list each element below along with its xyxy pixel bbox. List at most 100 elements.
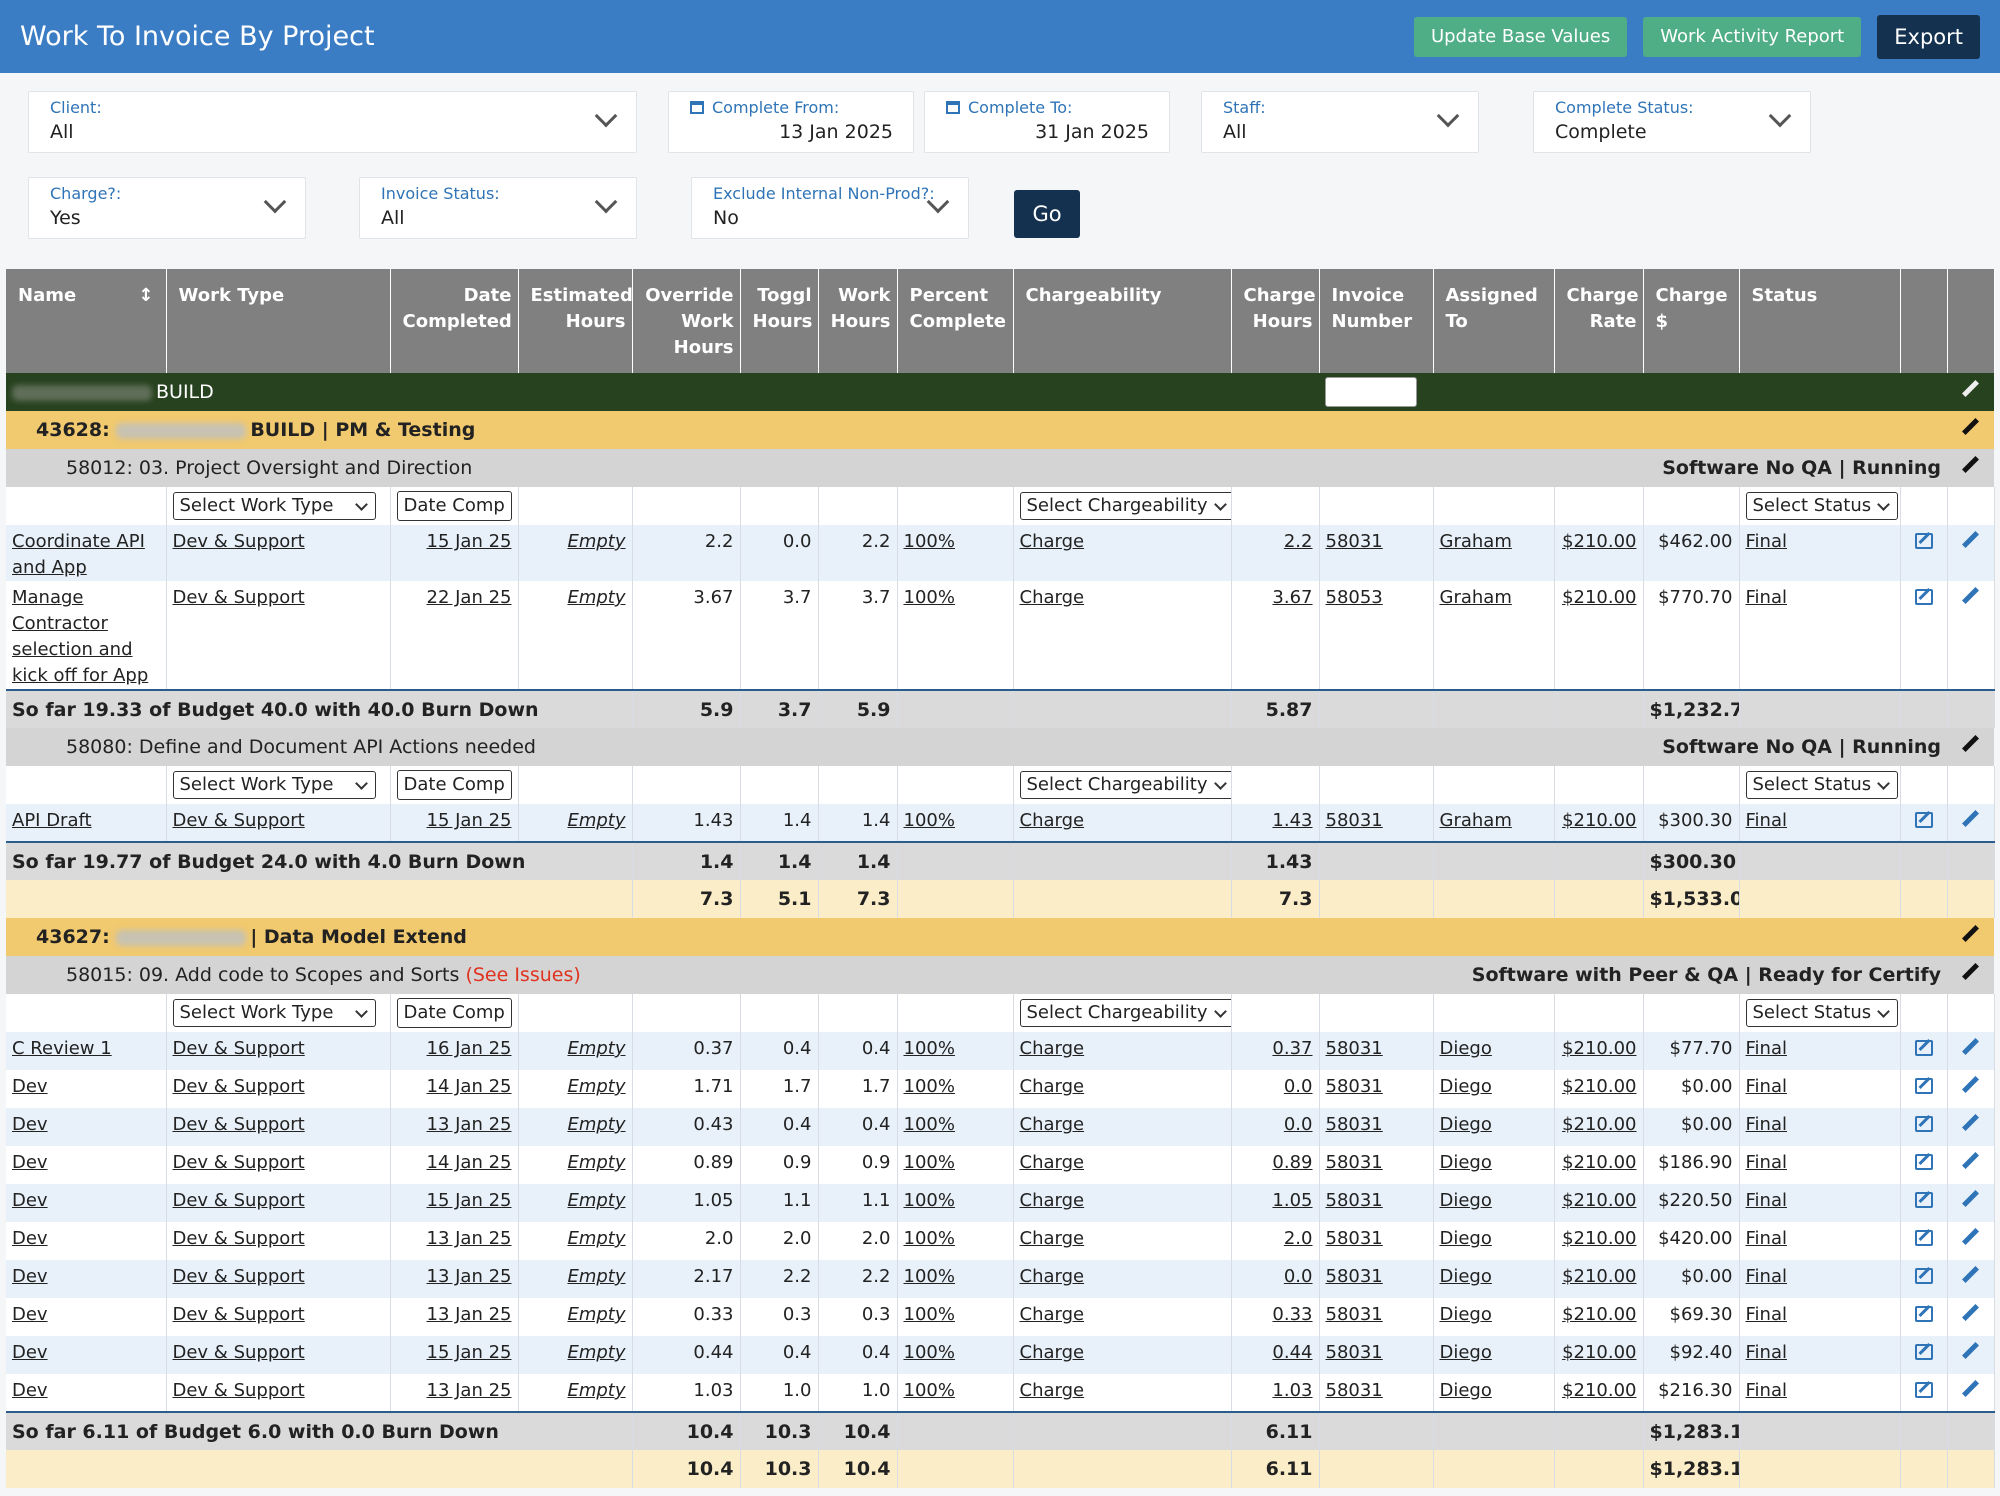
select-chargeability[interactable]: Select Chargeability <box>1019 999 1230 1027</box>
date-completed-link[interactable]: 13 Jan 25 <box>426 1114 512 1135</box>
date-completed-link[interactable]: 15 Jan 25 <box>426 810 512 831</box>
percent-complete-link[interactable]: 100% <box>903 1076 955 1097</box>
assigned-to-link[interactable]: Diego <box>1439 1152 1492 1173</box>
exclude-internal-filter[interactable]: Exclude Internal Non-Prod?: No <box>691 177 969 239</box>
select-chargeability[interactable]: Select Chargeability <box>1019 771 1230 799</box>
invoice-number-link[interactable]: 58031 <box>1325 1380 1383 1401</box>
edit-icon[interactable] <box>1914 1306 1933 1322</box>
work-type-link[interactable]: Dev & Support <box>172 531 305 552</box>
charge-rate-link[interactable]: $210.00 <box>1562 1380 1637 1401</box>
date-completed-link[interactable]: 13 Jan 25 <box>426 1228 512 1249</box>
work-type-link[interactable]: Dev & Support <box>172 1380 305 1401</box>
percent-complete-link[interactable]: 100% <box>903 1190 955 1211</box>
pencil-icon[interactable] <box>1962 1380 1980 1398</box>
estimated-hours-link[interactable]: Empty <box>567 587 626 608</box>
status-link[interactable]: Final <box>1745 1190 1787 1211</box>
date-completed-link[interactable]: 16 Jan 25 <box>426 1038 512 1059</box>
percent-complete-link[interactable]: 100% <box>903 1038 955 1059</box>
charge-hours-link[interactable]: 0.89 <box>1272 1152 1313 1173</box>
pencil-icon[interactable] <box>1962 1038 1980 1056</box>
pencil-icon[interactable] <box>1962 735 1980 753</box>
percent-complete-link[interactable]: 100% <box>903 1266 955 1287</box>
estimated-hours-link[interactable]: Empty <box>567 1228 626 1249</box>
charge-hours-link[interactable]: 2.0 <box>1283 1228 1313 1249</box>
charge-rate-link[interactable]: $210.00 <box>1562 810 1637 831</box>
invoice-number-link[interactable]: 58031 <box>1325 1228 1383 1249</box>
go-button[interactable]: Go <box>1014 190 1080 238</box>
assigned-to-link[interactable]: Diego <box>1439 1114 1492 1135</box>
invoice-number-link[interactable]: 58031 <box>1325 1076 1383 1097</box>
charge-rate-link[interactable]: $210.00 <box>1562 1228 1637 1249</box>
chargeability-link[interactable]: Charge <box>1019 1190 1085 1211</box>
invoice-number-link[interactable]: 58031 <box>1325 1190 1383 1211</box>
charge-rate-link[interactable]: $210.00 <box>1562 1266 1637 1287</box>
pencil-icon[interactable] <box>1962 1228 1980 1246</box>
charge-hours-link[interactable]: 0.33 <box>1272 1304 1313 1325</box>
estimated-hours-link[interactable]: Empty <box>567 1304 626 1325</box>
col-work-type[interactable]: Work Type <box>166 269 391 373</box>
charge-rate-link[interactable]: $210.00 <box>1562 531 1637 552</box>
chargeability-link[interactable]: Charge <box>1019 1076 1085 1097</box>
invoice-number-link[interactable]: 58031 <box>1325 1266 1383 1287</box>
charge-hours-link[interactable]: 0.44 <box>1272 1342 1313 1363</box>
invoice-number-input[interactable] <box>1325 377 1417 407</box>
estimated-hours-link[interactable]: Empty <box>567 531 626 552</box>
select-status[interactable]: Select Status <box>1745 999 1899 1027</box>
col-percent-complete[interactable]: Percent Complete <box>897 269 1014 373</box>
work-type-link[interactable]: Dev & Support <box>172 1228 305 1249</box>
col-estimated-hours[interactable]: Estimated Hours <box>518 269 633 373</box>
assigned-to-link[interactable]: Diego <box>1439 1190 1492 1211</box>
estimated-hours-link[interactable]: Empty <box>567 810 626 831</box>
assigned-to-link[interactable]: Diego <box>1439 1266 1492 1287</box>
status-link[interactable]: Final <box>1745 1114 1787 1135</box>
work-type-link[interactable]: Dev & Support <box>172 1114 305 1135</box>
work-type-link[interactable]: Dev & Support <box>172 810 305 831</box>
edit-icon[interactable] <box>1914 1154 1933 1170</box>
col-charge-amount[interactable]: Charge $ <box>1643 269 1740 373</box>
col-invoice-number[interactable]: Invoice Number <box>1319 269 1434 373</box>
pencil-icon[interactable] <box>1962 1076 1980 1094</box>
work-item-name-link[interactable]: Dev <box>12 1114 48 1135</box>
assigned-to-link[interactable]: Diego <box>1439 1228 1492 1249</box>
invoice-number-link[interactable]: 58031 <box>1325 531 1383 552</box>
work-type-link[interactable]: Dev & Support <box>172 587 305 608</box>
chargeability-link[interactable]: Charge <box>1019 1266 1085 1287</box>
col-name[interactable]: Name ↕ <box>6 269 167 373</box>
charge-hours-link[interactable]: 2.2 <box>1283 531 1313 552</box>
percent-complete-link[interactable]: 100% <box>903 1342 955 1363</box>
col-chargeability[interactable]: Chargeability <box>1013 269 1232 373</box>
chargeability-link[interactable]: Charge <box>1019 1038 1085 1059</box>
date-comp-button[interactable]: Date Comp <box>396 998 512 1028</box>
complete-to-filter[interactable]: Complete To: 31 Jan 2025 <box>924 91 1170 153</box>
charge-rate-link[interactable]: $210.00 <box>1562 1152 1637 1173</box>
select-work-type[interactable]: Select Work Type <box>172 492 376 520</box>
invoice-number-link[interactable]: 58031 <box>1325 1152 1383 1173</box>
status-link[interactable]: Final <box>1745 1380 1787 1401</box>
select-work-type[interactable]: Select Work Type <box>172 999 376 1027</box>
estimated-hours-link[interactable]: Empty <box>567 1152 626 1173</box>
estimated-hours-link[interactable]: Empty <box>567 1190 626 1211</box>
work-item-name-link[interactable]: Dev <box>12 1266 48 1287</box>
estimated-hours-link[interactable]: Empty <box>567 1038 626 1059</box>
pencil-icon[interactable] <box>1962 456 1980 474</box>
work-type-link[interactable]: Dev & Support <box>172 1190 305 1211</box>
assigned-to-link[interactable]: Graham <box>1439 587 1512 608</box>
chargeability-link[interactable]: Charge <box>1019 810 1085 831</box>
chargeability-link[interactable]: Charge <box>1019 1114 1085 1135</box>
edit-icon[interactable] <box>1914 589 1933 605</box>
status-link[interactable]: Final <box>1745 1342 1787 1363</box>
export-button[interactable]: Export <box>1877 14 1980 59</box>
invoice-number-link[interactable]: 58031 <box>1325 1304 1383 1325</box>
date-comp-button[interactable]: Date Comp <box>396 491 512 521</box>
col-work-hours[interactable]: Work Hours <box>818 269 898 373</box>
col-charge-hours[interactable]: Charge Hours <box>1231 269 1320 373</box>
assigned-to-link[interactable]: Diego <box>1439 1342 1492 1363</box>
col-toggl-hours[interactable]: Toggl Hours <box>740 269 819 373</box>
charge-rate-link[interactable]: $210.00 <box>1562 1342 1637 1363</box>
work-item-name-link[interactable]: Dev <box>12 1228 48 1249</box>
status-link[interactable]: Final <box>1745 1152 1787 1173</box>
status-link[interactable]: Final <box>1745 1304 1787 1325</box>
select-status[interactable]: Select Status <box>1745 771 1899 799</box>
percent-complete-link[interactable]: 100% <box>903 810 955 831</box>
charge-rate-link[interactable]: $210.00 <box>1562 1304 1637 1325</box>
